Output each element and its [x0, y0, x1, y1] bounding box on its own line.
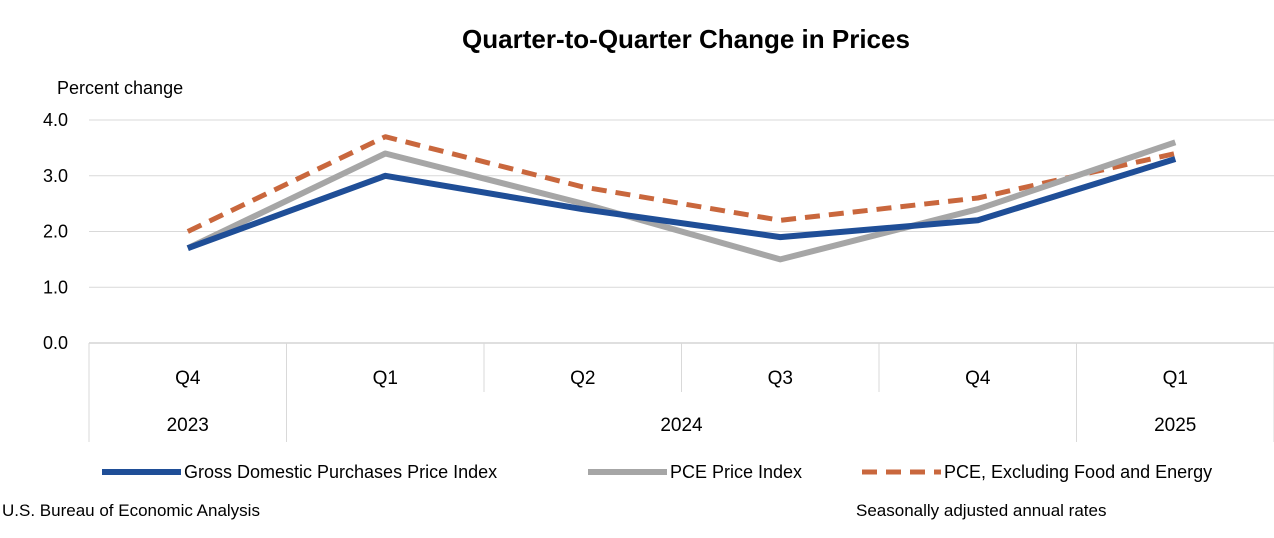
series-line-pce-price-index	[186, 139, 1177, 263]
legend: Gross Domestic Purchases Price Index PCE …	[102, 462, 1212, 482]
y-axis-label: Percent change	[57, 78, 183, 98]
y-tick-label: 3.0	[43, 166, 68, 186]
quarter-label: Q4	[965, 368, 991, 389]
quarter-label: Q2	[570, 368, 595, 389]
y-tick-label: 1.0	[43, 277, 68, 297]
category-axis: Q4 Q1 Q2 Q3 Q4 Q1 2023 2024 2025	[88, 343, 1274, 442]
year-label: 2024	[660, 415, 703, 436]
y-tick-labels: 0.0 1.0 2.0 3.0 4.0	[43, 110, 68, 353]
legend-label: Gross Domestic Purchases Price Index	[184, 462, 497, 482]
series-line-gross-domestic-purchases-price-index	[186, 156, 1177, 252]
year-label: 2023	[167, 415, 209, 436]
legend-label: PCE Price Index	[670, 462, 802, 482]
quarter-label: Q1	[373, 368, 398, 389]
series-lines	[186, 134, 1177, 263]
source-note: U.S. Bureau of Economic Analysis	[2, 501, 260, 520]
seasonal-note: Seasonally adjusted annual rates	[856, 501, 1106, 520]
y-tick-label: 0.0	[43, 333, 68, 353]
quarter-label: Q3	[768, 368, 793, 389]
year-label: 2025	[1154, 415, 1196, 436]
y-tick-label: 2.0	[43, 222, 68, 242]
chart-title: Quarter-to-Quarter Change in Prices	[462, 24, 910, 54]
legend-label: PCE, Excluding Food and Energy	[944, 462, 1212, 482]
y-tick-label: 4.0	[43, 110, 68, 130]
quarter-label: Q1	[1163, 368, 1188, 389]
series-line-pce-excluding-food-and-energy	[186, 134, 1176, 234]
quarter-label: Q4	[175, 368, 201, 389]
